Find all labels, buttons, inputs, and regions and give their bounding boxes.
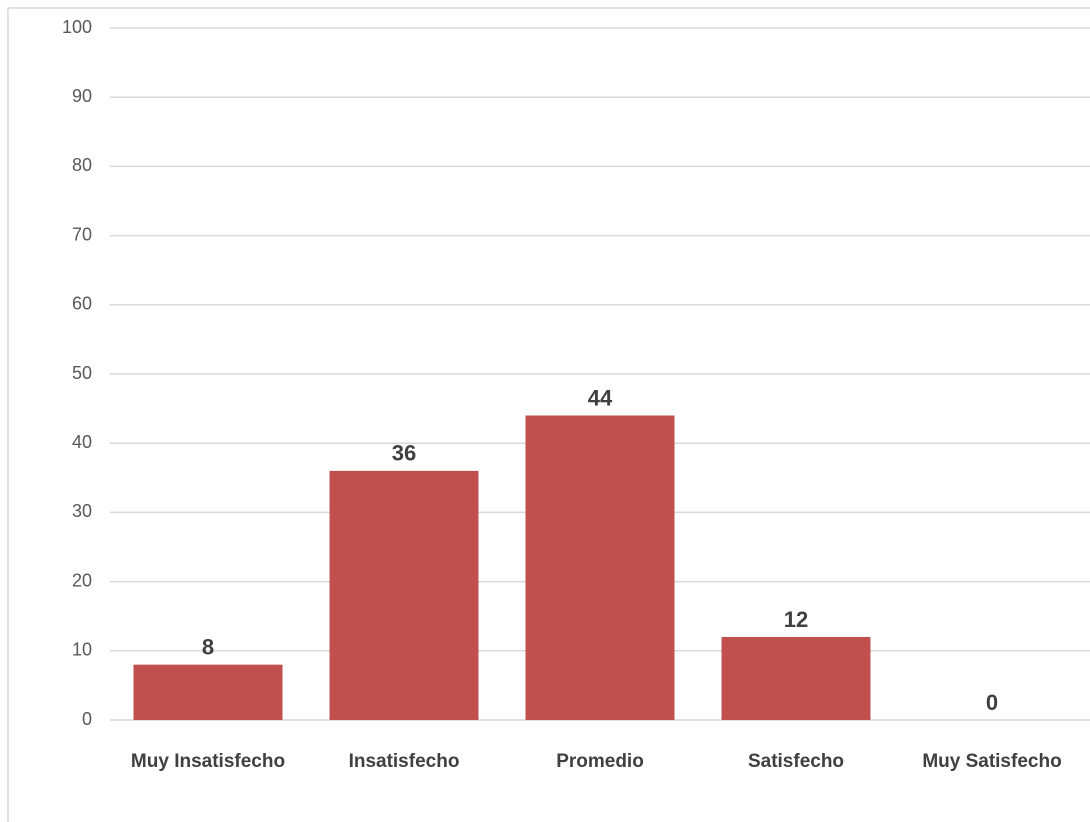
data-label: 36 bbox=[392, 441, 416, 466]
x-tick-label: Muy Insatisfecho bbox=[131, 751, 285, 772]
chart-frame bbox=[7, 7, 1090, 822]
y-tick-label: 100 bbox=[62, 17, 92, 37]
x-tick-label: Insatisfecho bbox=[349, 751, 460, 772]
data-label: 8 bbox=[202, 634, 214, 659]
y-tick-label: 50 bbox=[72, 363, 92, 383]
y-tick-label: 40 bbox=[72, 432, 92, 452]
y-tick-label: 90 bbox=[72, 86, 92, 106]
x-tick-label: Satisfecho bbox=[748, 751, 844, 772]
bar bbox=[525, 415, 675, 720]
y-tick-label: 10 bbox=[72, 640, 92, 660]
y-tick-label: 80 bbox=[72, 155, 92, 175]
bar bbox=[329, 470, 479, 720]
data-label: 12 bbox=[784, 607, 808, 632]
data-label: 0 bbox=[986, 690, 998, 715]
bar bbox=[721, 636, 871, 720]
bar bbox=[133, 664, 283, 720]
x-tick-label: Promedio bbox=[556, 751, 644, 772]
y-tick-label: 30 bbox=[72, 501, 92, 521]
data-label: 44 bbox=[588, 385, 613, 410]
y-tick-label: 70 bbox=[72, 224, 92, 244]
y-tick-label: 60 bbox=[72, 294, 92, 314]
y-tick-label: 0 bbox=[82, 709, 92, 729]
x-tick-label: Muy Satisfecho bbox=[922, 751, 1061, 772]
y-tick-label: 20 bbox=[72, 570, 92, 590]
